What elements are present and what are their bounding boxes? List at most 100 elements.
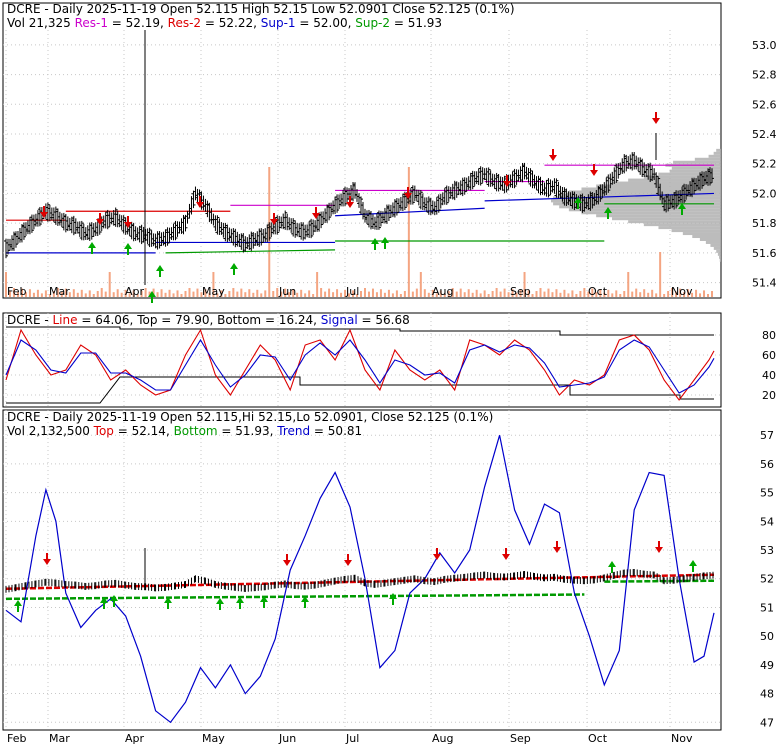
volume-profile-bin: [699, 238, 721, 241]
volume-bar: [643, 289, 646, 297]
volume-bar: [627, 272, 630, 297]
month-tick-label: Nov: [671, 285, 693, 298]
volume-bar: [284, 288, 287, 297]
price-y-tick-label: 52.6: [752, 98, 777, 111]
header-segment: Bottom: [217, 313, 261, 327]
volume-bar: [523, 272, 526, 297]
volume-bar: [419, 272, 422, 297]
volume-bar: [467, 289, 470, 297]
header-segment: Line: [53, 313, 78, 327]
volume-bar: [68, 292, 71, 297]
buy-arrow-icon: [110, 595, 118, 607]
month-tick-label: Apr: [125, 285, 145, 298]
volume-profile-bin: [611, 181, 721, 185]
volume-bar: [32, 292, 35, 297]
trend-y-tick-label: 54: [760, 515, 774, 528]
volume-profile-bin: [553, 196, 721, 200]
volume-bar: [535, 291, 538, 297]
month-tick-label: Jun: [278, 732, 296, 745]
header-segment: = 52.00,: [296, 16, 356, 30]
month-tick-label: May: [202, 285, 225, 298]
volume-bar: [104, 291, 107, 297]
volume-bar: [423, 289, 426, 297]
stoch-header: DCRE - Line = 64.06, Top = 79.90, Bottom…: [7, 313, 410, 327]
volume-bar: [116, 289, 119, 297]
volume-bar: [391, 293, 394, 297]
volume-bar: [200, 292, 203, 297]
volume-profile-bin: [643, 175, 721, 179]
trend-panel[interactable]: DCRE - Daily 2025-11-19 Open 52.115,Hi 5…: [2, 409, 774, 745]
header-segment: DCRE - Daily 2025-11-19 Open 52.115 High…: [7, 2, 515, 16]
stoch-series: [5, 328, 715, 401]
month-tick-label: Nov: [671, 732, 693, 745]
volume-bar: [228, 291, 231, 297]
volume-bar: [40, 293, 43, 297]
stoch-y-tick-label: 80: [762, 329, 776, 342]
volume-profile-bin: [705, 240, 721, 244]
volume-profile-bin: [658, 172, 721, 176]
volume-bar: [272, 291, 275, 297]
volume-bar: [531, 294, 534, 297]
volume-bar: [236, 291, 239, 297]
sell-arrow-icon: [652, 112, 660, 124]
volume-bar: [603, 292, 606, 297]
volume-bar: [383, 292, 386, 297]
volume-bar: [128, 293, 131, 297]
header-segment: = 52.19,: [108, 16, 168, 30]
volume-bar: [164, 292, 167, 297]
volume-bar: [683, 292, 686, 297]
volume-bar: [5, 272, 7, 297]
buy-arrow-icon: [88, 242, 96, 254]
volume-profile-bin: [671, 166, 721, 170]
volume-profile-bin: [708, 154, 721, 158]
volume-bar: [555, 289, 558, 297]
price-y-tick-label: 51.6: [752, 247, 777, 260]
volume-bar: [196, 288, 199, 297]
volume-bar: [176, 290, 179, 297]
volume-bar: [539, 288, 542, 297]
buy-arrow-icon: [236, 597, 244, 609]
price-y-tick-label: 52.0: [752, 187, 777, 200]
price-y-tick-label: 52.8: [752, 69, 777, 82]
sell-arrow-icon: [549, 149, 557, 161]
stoch-signal-series: [5, 338, 715, 394]
price-x-axis: Feb Mar Apr May Jun Jul Aug Sep Oct Nov: [7, 285, 693, 298]
volume-bar: [399, 294, 402, 297]
buy-arrow-icon: [389, 593, 397, 605]
sell-arrow-icon: [43, 553, 51, 565]
volume-profile-bin: [628, 220, 721, 224]
volume-bar: [491, 291, 494, 297]
volume-bar: [144, 288, 147, 297]
month-tick-label: Aug: [432, 732, 453, 745]
volume-bar: [280, 291, 283, 297]
stoch-panel[interactable]: DCRE - Line = 64.06, Top = 79.90, Bottom…: [2, 312, 776, 408]
volume-bar: [100, 288, 103, 297]
volume-bar: [623, 291, 626, 297]
volume-bar: [52, 291, 55, 297]
volume-bar: [667, 291, 670, 297]
volume-bar: [595, 292, 598, 297]
volume-bar: [395, 290, 398, 297]
volume-profile-bin: [713, 246, 721, 250]
volume-bar: [607, 289, 610, 297]
volume-bar: [691, 292, 694, 297]
volume-bar: [332, 292, 335, 297]
volume-profile-bin: [716, 148, 721, 152]
trend-x-axis: Feb Mar Apr May Jun Jul Aug Sep Oct Nov: [7, 732, 693, 745]
volume-bar: [575, 294, 578, 297]
buy-arrow-icon: [216, 598, 224, 610]
volume-bar: [80, 289, 83, 297]
volume-profile-bin: [643, 223, 721, 227]
volume-profile-bin: [658, 226, 721, 230]
volume-bar: [463, 292, 466, 297]
volume-bar: [28, 289, 31, 297]
volume-bar: [312, 294, 315, 297]
price-panel-frame: [2, 2, 722, 299]
volume-bar: [387, 289, 390, 297]
header-segment: Vol 2,132,500: [7, 424, 94, 438]
price-panel[interactable]: DCRE - Daily 2025-11-19 Open 52.115 High…: [2, 2, 777, 303]
volume-bar: [499, 291, 502, 297]
header-segment: = 52.14,: [114, 424, 174, 438]
